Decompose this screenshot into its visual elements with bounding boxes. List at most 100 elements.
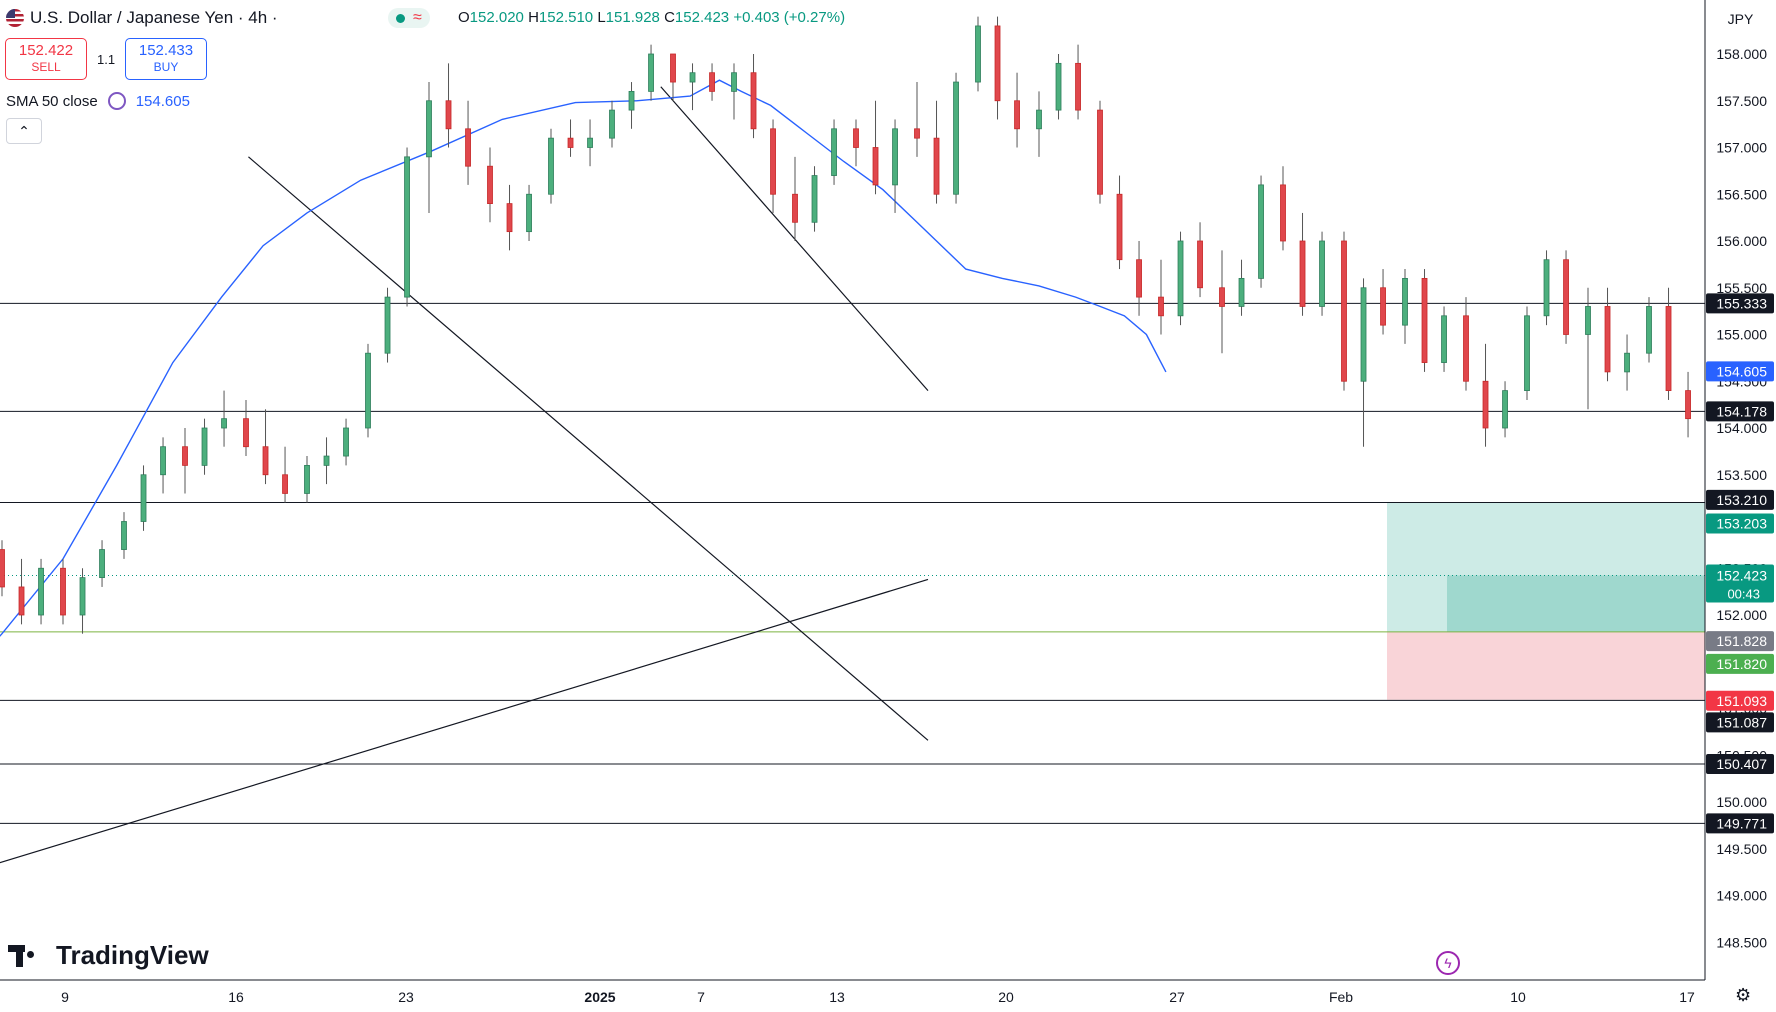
- candle[interactable]: [1646, 306, 1652, 354]
- candle[interactable]: [1014, 100, 1020, 130]
- candle[interactable]: [1360, 287, 1367, 382]
- candle[interactable]: [426, 100, 432, 158]
- candle[interactable]: [994, 25, 1001, 102]
- candle[interactable]: [933, 137, 940, 195]
- candle[interactable]: [1524, 315, 1530, 391]
- candle[interactable]: [121, 521, 127, 550]
- symbol-title[interactable]: U.S. Dollar / Japanese Yen · 4h ·: [6, 8, 278, 28]
- candle[interactable]: [1604, 306, 1611, 373]
- candle[interactable]: [853, 128, 859, 148]
- candle[interactable]: [1502, 390, 1508, 429]
- candle[interactable]: [670, 53, 676, 83]
- candle[interactable]: [975, 25, 981, 83]
- tradingview-logo[interactable]: TradingView: [8, 940, 209, 971]
- candle[interactable]: [1543, 259, 1550, 317]
- candle[interactable]: [140, 474, 147, 522]
- candle[interactable]: [1238, 277, 1245, 307]
- candle[interactable]: [343, 427, 349, 457]
- candle[interactable]: [1685, 390, 1691, 420]
- currency-label[interactable]: JPY: [1727, 11, 1754, 27]
- candle[interactable]: [487, 165, 493, 204]
- candle[interactable]: [1055, 62, 1062, 111]
- candle[interactable]: [323, 455, 330, 466]
- candle[interactable]: [1299, 240, 1306, 307]
- candle[interactable]: [872, 147, 879, 186]
- candle[interactable]: [365, 352, 371, 429]
- candle[interactable]: [1402, 277, 1408, 326]
- candle[interactable]: [770, 128, 776, 195]
- candle[interactable]: [18, 586, 25, 616]
- candle[interactable]: [79, 577, 86, 616]
- candle[interactable]: [445, 100, 452, 130]
- candle[interactable]: [587, 137, 593, 148]
- candle[interactable]: [1563, 259, 1569, 335]
- sell-button[interactable]: 152.422 SELL: [5, 38, 87, 80]
- candle[interactable]: [1280, 184, 1286, 242]
- lightning-icon[interactable]: ϟ: [1436, 951, 1460, 975]
- candle[interactable]: [465, 128, 471, 167]
- candle[interactable]: [1624, 352, 1630, 373]
- candle[interactable]: [1097, 109, 1103, 195]
- candle[interactable]: [1341, 240, 1347, 382]
- candle[interactable]: [1219, 287, 1225, 307]
- candle[interactable]: [648, 53, 654, 92]
- trendline[interactable]: [248, 156, 929, 741]
- candle[interactable]: [1116, 193, 1123, 261]
- candle[interactable]: [609, 109, 615, 139]
- candle[interactable]: [99, 549, 105, 578]
- candle[interactable]: [709, 72, 715, 92]
- candle[interactable]: [792, 193, 798, 223]
- loss-zone[interactable]: [1387, 631, 1705, 700]
- market-status[interactable]: ≈: [388, 8, 430, 28]
- candle[interactable]: [1075, 62, 1081, 111]
- candle[interactable]: [750, 72, 757, 130]
- candle[interactable]: [384, 296, 391, 354]
- candle[interactable]: [221, 418, 227, 429]
- candle[interactable]: [1665, 306, 1672, 392]
- candle[interactable]: [60, 567, 66, 616]
- candle[interactable]: [1177, 240, 1184, 317]
- candle[interactable]: [1036, 109, 1042, 130]
- candle[interactable]: [892, 128, 898, 186]
- candle[interactable]: [628, 91, 635, 111]
- trendline[interactable]: [660, 86, 929, 391]
- candle[interactable]: [262, 446, 269, 476]
- candle[interactable]: [1421, 277, 1428, 363]
- candle[interactable]: [1258, 184, 1264, 279]
- gear-icon[interactable]: ⚙: [1735, 985, 1752, 1005]
- candle[interactable]: [953, 81, 959, 195]
- candle[interactable]: [1197, 240, 1203, 289]
- candle[interactable]: [831, 128, 837, 176]
- collapse-legend-button[interactable]: ⌃: [6, 118, 42, 144]
- candle[interactable]: [1482, 380, 1489, 429]
- candle[interactable]: [1463, 315, 1469, 382]
- candle[interactable]: [1585, 306, 1591, 335]
- candle[interactable]: [914, 128, 920, 139]
- candle[interactable]: [282, 474, 288, 494]
- candle[interactable]: [404, 156, 410, 298]
- candle[interactable]: [567, 137, 574, 148]
- candle[interactable]: [243, 418, 249, 448]
- refresh-icon[interactable]: [107, 92, 126, 110]
- candle[interactable]: [1441, 315, 1447, 363]
- candle[interactable]: [548, 137, 554, 195]
- candle[interactable]: [1136, 259, 1142, 298]
- candle[interactable]: [1158, 296, 1164, 317]
- candle[interactable]: [0, 549, 5, 588]
- candle[interactable]: [506, 203, 513, 233]
- candle[interactable]: [1319, 240, 1325, 307]
- trendline[interactable]: [0, 578, 929, 914]
- candle[interactable]: [1380, 287, 1386, 326]
- buy-button[interactable]: 152.433 BUY: [125, 38, 207, 80]
- candle[interactable]: [811, 175, 818, 223]
- candle[interactable]: [38, 567, 44, 616]
- candle[interactable]: [201, 427, 208, 466]
- candle[interactable]: [160, 446, 166, 476]
- candle[interactable]: [182, 446, 188, 466]
- sma-legend[interactable]: SMA 50 close 154.605: [6, 92, 190, 110]
- candle[interactable]: [304, 464, 310, 494]
- candle[interactable]: [526, 193, 532, 233]
- candle[interactable]: [689, 72, 696, 83]
- candle[interactable]: [731, 72, 737, 92]
